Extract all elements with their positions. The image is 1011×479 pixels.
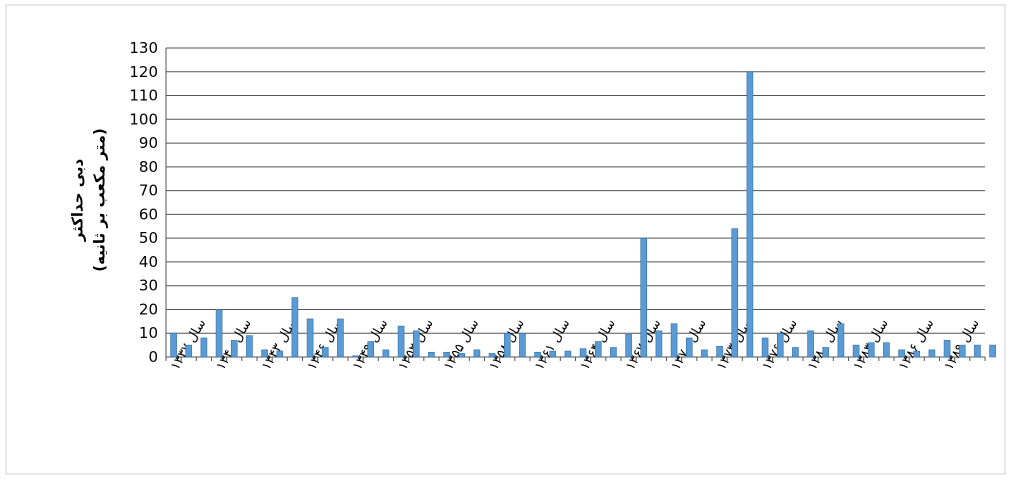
bar — [685, 337, 693, 358]
bar — [731, 228, 739, 358]
bar — [382, 349, 390, 358]
y-tick-label: 130 — [129, 39, 158, 57]
bar — [958, 344, 966, 358]
bar — [974, 344, 981, 358]
y-tick-label: 110 — [129, 87, 158, 105]
bar — [701, 349, 708, 358]
bar — [822, 347, 830, 358]
bar — [898, 349, 905, 358]
bar — [640, 237, 648, 358]
bar — [564, 350, 572, 358]
bar — [913, 350, 921, 358]
bar — [412, 330, 420, 358]
y-tick-label: 120 — [129, 63, 158, 81]
y-tick-label: 60 — [139, 205, 158, 223]
bar — [883, 342, 890, 358]
bar — [215, 309, 223, 358]
bar — [291, 297, 299, 358]
bar — [185, 344, 193, 358]
x-tick-label: سال ۱۳۶۱ — [532, 317, 573, 373]
bar — [807, 330, 814, 358]
bar — [276, 350, 284, 358]
bar — [655, 330, 663, 358]
y-label-line: (متر مکعب بر ثانیه) — [91, 128, 109, 272]
y-tick-label: 10 — [139, 324, 158, 342]
bar — [306, 318, 314, 358]
bar — [321, 347, 329, 358]
bar — [579, 348, 587, 358]
y-tick-label: 30 — [139, 277, 158, 295]
bar — [989, 344, 996, 358]
bar — [519, 332, 526, 358]
y-axis-title: دبی حداکثر (متر مکعب بر ثانیه) — [69, 128, 109, 272]
bar — [397, 325, 405, 358]
bar — [488, 353, 496, 358]
bar — [367, 341, 375, 358]
bar — [761, 337, 769, 358]
bar — [534, 351, 541, 358]
y-tick-label: 20 — [139, 300, 158, 318]
bar — [625, 334, 632, 358]
bar — [473, 349, 481, 358]
bar — [230, 340, 238, 358]
y-tick-label: 100 — [129, 110, 158, 128]
bar — [428, 351, 435, 358]
bar — [776, 332, 784, 358]
bar — [200, 337, 208, 358]
bar — [716, 346, 723, 358]
x-tick-label: سال ۱۳۵۵ — [441, 317, 482, 373]
bar — [261, 349, 268, 358]
bar — [867, 342, 875, 358]
bar — [352, 355, 359, 358]
bar — [928, 349, 936, 358]
chart-border — [5, 4, 1006, 475]
bar — [943, 340, 951, 358]
bar — [670, 323, 678, 358]
bar — [746, 71, 754, 358]
y-label-line: دبی حداکثر — [69, 158, 87, 242]
bar — [337, 318, 344, 358]
bar — [852, 344, 860, 358]
bar — [594, 341, 602, 358]
y-tick-label: 80 — [139, 158, 158, 176]
y-tick-label: 70 — [139, 182, 158, 200]
y-tick-label: 50 — [139, 229, 158, 247]
bar — [610, 347, 617, 358]
bar — [503, 332, 511, 358]
bar — [443, 351, 450, 358]
bar — [549, 350, 557, 358]
y-tick-label: 0 — [148, 348, 158, 366]
x-tick-label: سال ۱۳۸۶ — [896, 317, 937, 373]
bar — [837, 323, 845, 358]
bar — [170, 332, 177, 358]
y-tick-label: 90 — [139, 134, 158, 152]
bar — [246, 335, 253, 358]
y-tick-label: 40 — [139, 253, 158, 271]
bar — [792, 347, 799, 358]
bar — [458, 353, 466, 358]
